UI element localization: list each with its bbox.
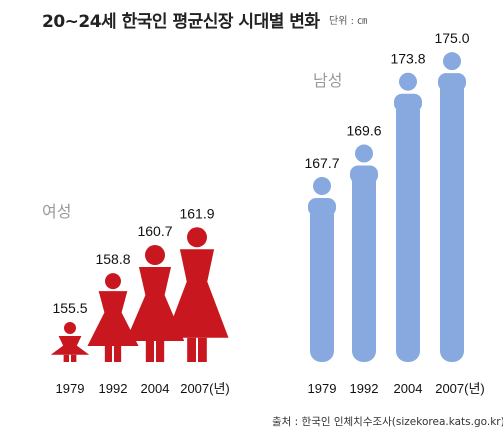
woman-figure-icon [125, 245, 185, 362]
value-label: 167.7 [304, 155, 339, 171]
category-label: 2007(년) [435, 381, 485, 396]
value-label: 160.7 [137, 223, 172, 239]
category-label: 1979 [56, 381, 85, 396]
category-label: 2004 [394, 381, 423, 396]
chart-title: 20~24세 한국인 평균신장 시대별 변화 [42, 12, 320, 32]
category-label: 1992 [350, 381, 379, 396]
series-label: 여성 [42, 203, 71, 221]
value-label: 175.0 [434, 30, 469, 46]
series-label: 남성 [313, 72, 342, 90]
category-label: 1992 [99, 381, 128, 396]
man-figure-icon [350, 144, 378, 362]
woman-figure-icon [165, 227, 229, 362]
man-figure-icon [394, 72, 422, 362]
category-label: 2007(년) [180, 381, 230, 396]
man-figure-icon [308, 177, 336, 362]
female-panel: 여성 155.5 1979 158.8 1992 160.7 2004 161.9 2007(년… [42, 203, 230, 396]
male-panel: 남성 167.7 1979 169.6 1992 173.8 2004 175.0 2007(년… [304, 30, 484, 396]
source-note: 출처 : 한국인 인체치수조사(sizekorea.kats.go.kr) [272, 416, 503, 428]
man-figure-icon [438, 52, 466, 363]
value-label: 161.9 [179, 205, 214, 221]
category-label: 1979 [308, 381, 337, 396]
value-label: 155.5 [52, 300, 87, 316]
category-label: 2004 [141, 381, 170, 396]
value-label: 158.8 [95, 251, 130, 267]
value-label: 173.8 [390, 51, 425, 67]
unit-label: 단위 : ㎝ [329, 16, 368, 27]
woman-figure-icon [87, 273, 139, 362]
value-label: 169.6 [346, 123, 381, 139]
woman-figure-icon [50, 322, 90, 362]
